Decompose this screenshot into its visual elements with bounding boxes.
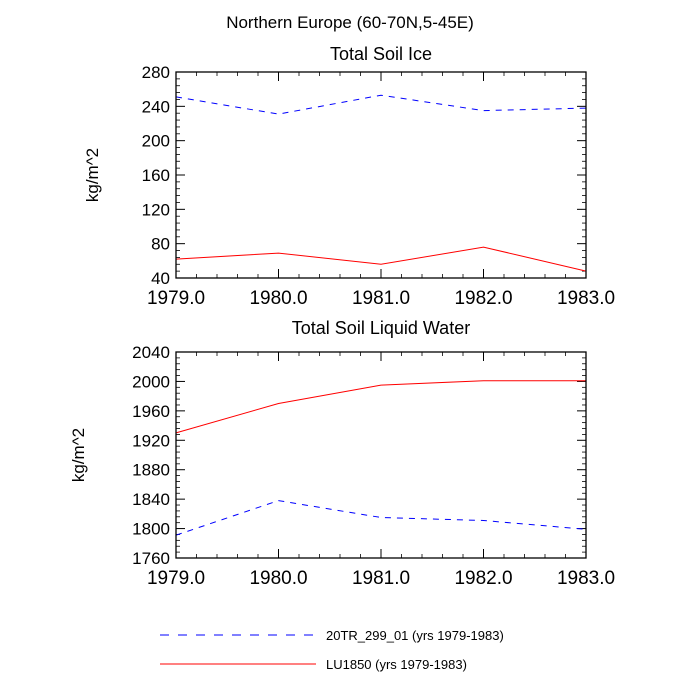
y-tick-label: 1920 [132,431,170,450]
x-tick-label: 1979.0 [147,568,205,589]
y-tick-label: 200 [142,132,170,151]
legend-label: LU1850 (yrs 1979-1983) [326,657,467,672]
series-group [175,380,587,536]
y-tick-label: 1880 [132,461,170,480]
y-tick-label: 1800 [132,520,170,539]
series-line-lu1850 [175,246,587,272]
panel-title: Total Soil Liquid Water [292,318,470,338]
y-tick-label: 160 [142,166,170,185]
x-tick-label: 1981.0 [352,288,410,309]
x-tick-label: 1983.0 [557,568,615,589]
series-group [175,94,587,272]
y-axis-label: kg/m^2 [69,428,88,482]
plot-frame [175,351,587,559]
y-tick-label: 120 [142,200,170,219]
series-line-lu1850 [175,380,586,434]
y-axis-label: kg/m^2 [83,148,102,202]
legend-label: 20TR_299_01 (yrs 1979-1983) [326,628,504,643]
figure-title: Northern Europe (60-70N,5-45E) [226,13,474,32]
x-tick-label: 1982.0 [454,568,512,589]
y-tick-label: 40 [151,269,170,288]
x-tick-label: 1979.0 [147,288,205,309]
plot-frame [175,71,587,279]
y-tick-label: 1960 [132,402,170,421]
x-tick-label: 1982.0 [454,288,512,309]
legend: 20TR_299_01 (yrs 1979-1983) LU1850 (yrs … [160,628,504,672]
series-line-20tr [175,500,587,536]
y-tick-label: 2000 [132,372,170,391]
panel-soil-ice: Total Soil Ice 40 80 120 160 200 240 280 1979.0… [83,44,615,309]
x-tick-label: 1980.0 [249,568,307,589]
tick-group: 40 80 120 160 200 240 280 1979.0 1980.0 1981.0 198… [142,63,615,309]
x-tick-label: 1983.0 [557,288,615,309]
tick-group: 1760 1800 1840 1880 1920 1960 2000 2040 1979.0 19… [132,343,615,589]
y-tick-label: 1840 [132,490,170,509]
y-tick-label: 80 [151,235,170,254]
series-line-20tr [175,94,587,115]
x-tick-label: 1980.0 [249,288,307,309]
y-tick-label: 1760 [132,549,170,568]
x-tick-label: 1981.0 [352,568,410,589]
y-tick-label: 280 [142,63,170,82]
y-tick-label: 240 [142,97,170,116]
panel-soil-liquid-water: Total Soil Liquid Water 1760 1800 1840 1880… [69,318,615,589]
y-tick-label: 2040 [132,343,170,362]
panel-title: Total Soil Ice [330,44,432,64]
